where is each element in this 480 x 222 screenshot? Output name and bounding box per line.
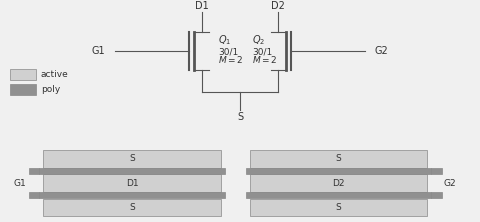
Text: D2: D2 (332, 179, 345, 188)
Text: S: S (336, 203, 341, 212)
Text: $Q_2$: $Q_2$ (252, 33, 265, 47)
Text: G2: G2 (444, 179, 456, 188)
Text: $Q_1$: $Q_1$ (218, 33, 232, 47)
Text: D1: D1 (195, 1, 208, 11)
Text: S: S (129, 203, 135, 212)
Text: D2: D2 (272, 1, 285, 11)
Text: 30/1: 30/1 (252, 48, 272, 57)
Bar (10, 69, 36, 80)
Text: G2: G2 (374, 46, 388, 56)
Bar (246, 192, 431, 198)
Bar (250, 174, 427, 192)
Text: S: S (129, 154, 135, 163)
Text: S: S (237, 112, 243, 122)
Bar (43, 174, 221, 192)
Text: G1: G1 (92, 46, 106, 56)
Text: G1: G1 (13, 179, 26, 188)
Bar (250, 199, 427, 216)
Text: 30/1: 30/1 (218, 48, 239, 57)
Bar (246, 168, 431, 174)
Bar (10, 84, 36, 95)
Bar (29, 168, 39, 174)
Text: S: S (336, 154, 341, 163)
Text: $M = 2$: $M = 2$ (252, 54, 277, 65)
Bar (431, 168, 442, 174)
Bar (431, 192, 442, 198)
Text: poly: poly (41, 85, 60, 94)
Text: D1: D1 (126, 179, 138, 188)
Bar (39, 192, 225, 198)
Bar (43, 150, 221, 168)
Bar (39, 168, 225, 174)
Bar (43, 199, 221, 216)
Bar (29, 192, 39, 198)
Bar (250, 150, 427, 168)
Text: $M = 2$: $M = 2$ (218, 54, 244, 65)
Text: active: active (41, 70, 69, 79)
